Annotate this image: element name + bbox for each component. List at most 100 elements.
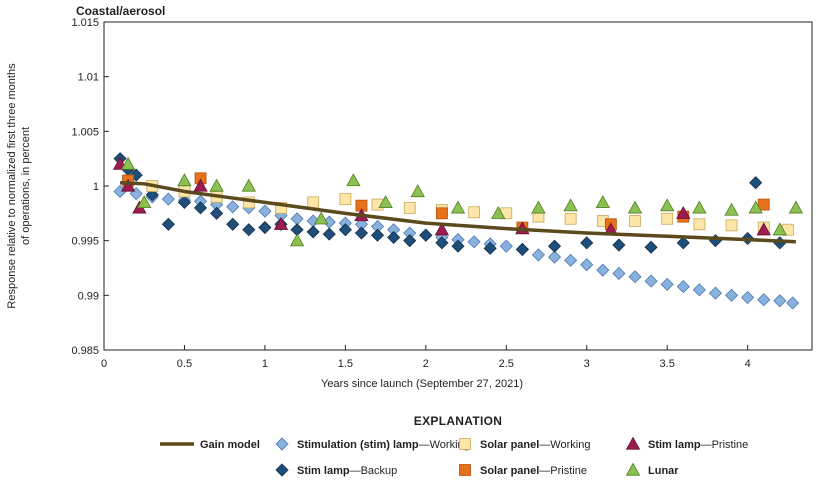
legend-label: Gain model — [200, 439, 260, 451]
axis-ticks: 0 0.5 1 1.5 2 2.5 3 3.5 4 0.985 0.99 0.995 1 1.005 1.0… — [71, 17, 750, 370]
data-point — [403, 234, 417, 248]
data-point — [564, 253, 578, 267]
data-point — [563, 198, 578, 212]
data-point — [226, 200, 240, 214]
data-point — [741, 290, 755, 305]
data-point — [120, 178, 136, 192]
data-point — [692, 283, 706, 297]
chart-title: Coastal/aerosol — [76, 4, 165, 18]
data-point — [434, 222, 450, 236]
data-point — [435, 236, 449, 250]
data-point — [708, 286, 723, 300]
data-point — [242, 223, 256, 237]
legend-label-bold: Solar panel — [480, 439, 539, 451]
gain-model-line — [120, 180, 796, 244]
x-tick-label: 0.5 — [177, 358, 192, 370]
data-point — [436, 207, 448, 220]
data-point — [661, 212, 674, 225]
y-tick-label: 1 — [93, 181, 99, 193]
legend-label-rest: —Working — [419, 439, 470, 451]
data-point — [692, 200, 707, 214]
data-point — [612, 266, 626, 281]
legend-swatch — [459, 464, 471, 476]
legend-label-bold: Stim lamp — [648, 439, 701, 451]
data-point — [629, 215, 641, 227]
data-point — [161, 192, 175, 206]
x-tick-label: 3.5 — [660, 358, 675, 370]
series-2 — [113, 152, 787, 256]
legend-label-rest: —Working — [539, 439, 590, 451]
data-point — [756, 222, 771, 236]
data-point — [289, 233, 305, 247]
data-point — [676, 206, 691, 219]
y-tick-label: 0.99 — [78, 290, 99, 302]
data-point — [483, 241, 497, 255]
x-axis-label: Years since launch (September 27, 2021) — [321, 378, 523, 390]
data-point — [491, 206, 506, 219]
data-point — [693, 218, 706, 231]
x-tick-label: 2.5 — [499, 358, 514, 370]
data-point — [378, 195, 393, 209]
data-point — [209, 178, 224, 192]
data-point — [370, 228, 385, 242]
legend-label: Lunar — [648, 465, 679, 477]
data-point — [786, 296, 800, 310]
legend-swatch — [275, 463, 289, 477]
legend-label-bold: Solar panel — [480, 465, 539, 477]
data-point — [137, 195, 152, 209]
legend-item: Solar panel—Working — [459, 438, 590, 451]
data-point — [595, 195, 610, 209]
data-point — [339, 193, 352, 206]
data-point — [748, 200, 763, 214]
x-tick-label: 1 — [262, 358, 268, 370]
data-point — [547, 239, 562, 253]
data-point — [314, 211, 329, 225]
data-point — [273, 216, 289, 230]
legend-item: Gain model — [160, 439, 260, 451]
data-point — [612, 238, 626, 252]
legend-label-rest: —Pristine — [701, 439, 749, 451]
legend-label-bold: Lunar — [648, 465, 679, 477]
data-point — [676, 280, 690, 294]
data-point — [468, 206, 480, 219]
data-point — [307, 196, 320, 209]
data-point — [226, 217, 240, 231]
data-point — [177, 195, 192, 209]
data-point — [644, 240, 658, 254]
data-point — [258, 204, 272, 218]
plot-area: 0 0.5 1 1.5 2 2.5 3 3.5 4 0.985 0.99 0.995 1 1.005 1.0… — [71, 17, 813, 370]
legend-item: Lunar — [625, 462, 679, 477]
data-point — [757, 293, 771, 307]
legend-label: Solar panel—Working — [480, 439, 590, 451]
data-point — [627, 200, 643, 214]
legend-label: Solar panel—Pristine — [480, 465, 587, 477]
data-point — [660, 277, 674, 291]
legend-title: EXPLANATION — [414, 414, 502, 428]
legend-label-bold: Gain model — [200, 439, 260, 451]
legend-label-rest: —Backup — [350, 465, 398, 477]
data-point — [772, 222, 787, 236]
data-point — [580, 236, 594, 250]
data-point — [628, 270, 642, 284]
x-tick-label: 0 — [101, 358, 107, 370]
data-point — [322, 227, 336, 241]
data-point — [451, 239, 465, 253]
data-point — [531, 200, 546, 214]
data-point — [724, 202, 739, 216]
y-tick-label: 0.985 — [71, 345, 99, 357]
data-point — [177, 173, 192, 187]
data-point — [660, 198, 675, 212]
x-tick-label: 1.5 — [338, 358, 353, 370]
x-tick-label: 3 — [584, 358, 590, 370]
data-point — [403, 201, 416, 214]
legend-label-bold: Stimulation (stim) lamp — [297, 439, 419, 451]
y-tick-label: 1.01 — [78, 72, 99, 84]
legend-label-rest: —Pristine — [539, 465, 587, 477]
data-point — [120, 156, 136, 170]
data-point — [564, 212, 577, 225]
legend-label: Stim lamp—Pristine — [648, 439, 748, 451]
legend: Gain model Stimulation (stim) lamp—Workin… — [160, 436, 748, 477]
data-point — [580, 258, 594, 272]
y-axis-label-line1: Response relative to normalized first th… — [6, 63, 18, 309]
